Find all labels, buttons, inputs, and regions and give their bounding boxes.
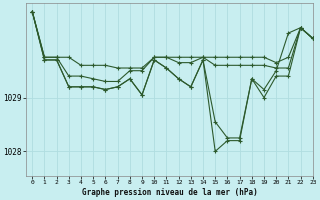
X-axis label: Graphe pression niveau de la mer (hPa): Graphe pression niveau de la mer (hPa) (82, 188, 257, 197)
